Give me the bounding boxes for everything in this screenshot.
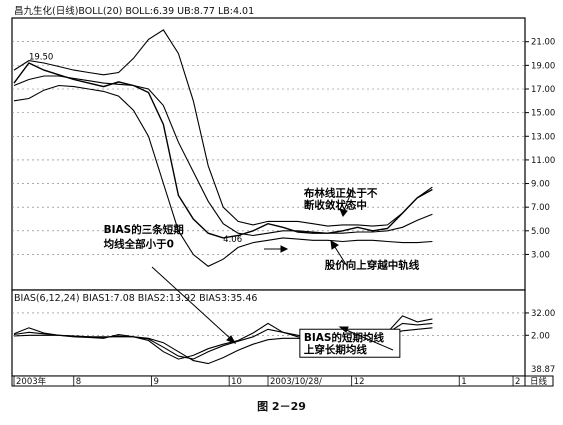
boll-lower-line <box>13 84 433 267</box>
price-tick-label: 7.00 <box>531 203 550 213</box>
price-tick-label: 11.00 <box>531 156 555 166</box>
x-ticks: 2003年 8 9 10 2003/10/28/12 1 2 <box>13 376 520 387</box>
arrow-bias-cross-head <box>338 326 349 333</box>
bias-ticks: 32.00 2.00 38.87 <box>12 309 555 375</box>
bias-annotation: BIAS的短期均线 <box>304 331 385 344</box>
arrow-cross-mid <box>332 243 348 267</box>
x-axis-right-label: 日线 <box>530 376 548 387</box>
price-grid <box>12 41 525 255</box>
bias-tick-label: 32.00 <box>531 309 555 319</box>
bias-annotation: 上穿长期均线 <box>304 343 367 356</box>
boll-upper-line <box>13 29 433 227</box>
x-tick-label: 10 <box>231 377 242 387</box>
price-panel-header: 昌九生化(日线)BOLL(20) BOLL:6.39 UB:8.77 LB:4.… <box>14 5 254 17</box>
price-tick-label: 21.00 <box>531 38 555 48</box>
price-tick-label: 13.00 <box>531 132 555 142</box>
arrow-bias-below-zero-head <box>226 335 237 344</box>
price-close-line <box>13 62 433 239</box>
arrow-bias-below-zero <box>151 266 233 341</box>
price-ticks: 3.00 5.00 7.00 9.00 11.00 13.00 15.00 17.00 19.0… <box>525 38 555 260</box>
x-tick-label: 2003年 <box>16 376 47 387</box>
price-annotation: 断收敛状态中 <box>304 198 367 211</box>
arrow-low-price-head <box>280 245 289 253</box>
arrow-bollinger-head <box>339 208 348 217</box>
price-annotation: BIAS的三条短期 <box>104 223 184 236</box>
x-tick-label: 8 <box>76 377 81 387</box>
x-axis-strip <box>11 375 554 387</box>
price-tick-label: 5.00 <box>531 227 550 237</box>
boll-mid-line <box>13 75 433 237</box>
price-annotation: 布林线正处于不 <box>304 187 378 200</box>
price-tick-label: 15.00 <box>531 109 555 119</box>
bias-callout-box <box>299 328 401 358</box>
x-tick-label: 2003/10/28/ <box>270 377 322 387</box>
bias-tick-label: 2.00 <box>531 331 550 341</box>
price-annotation: 股价向上穿越中轨线 <box>325 259 420 272</box>
price-annotation: 均线全部小于0 <box>104 237 174 250</box>
x-tick-label: 12 <box>354 377 365 387</box>
price-series <box>13 29 433 267</box>
price-annotation: 19.50 <box>29 52 53 62</box>
price-tick-label: 3.00 <box>531 250 550 260</box>
x-tick-label: 1 <box>461 377 466 387</box>
price-tick-label: 17.00 <box>531 85 555 95</box>
figure-caption: 图 2－29 <box>257 400 306 413</box>
price-tick-label: 19.00 <box>531 61 555 71</box>
callout-arrows <box>151 189 394 351</box>
arrow-cross-mid-head <box>330 240 339 250</box>
x-tick-label: 9 <box>153 377 158 387</box>
arrow-bollinger <box>342 189 353 214</box>
price-tick-label: 9.00 <box>531 180 550 190</box>
price-panel <box>11 17 526 291</box>
indicator-panel <box>11 289 526 377</box>
bias-extra-label: 38.87 <box>531 365 555 375</box>
arrow-bias-cross <box>343 328 394 351</box>
price-annotation: 4.06 <box>223 235 242 245</box>
x-tick-label: 2 <box>515 377 520 387</box>
indicator-panel-header: BIAS(6,12,24) BIAS1:7.08 BIAS2:13.92 BIA… <box>14 293 257 304</box>
